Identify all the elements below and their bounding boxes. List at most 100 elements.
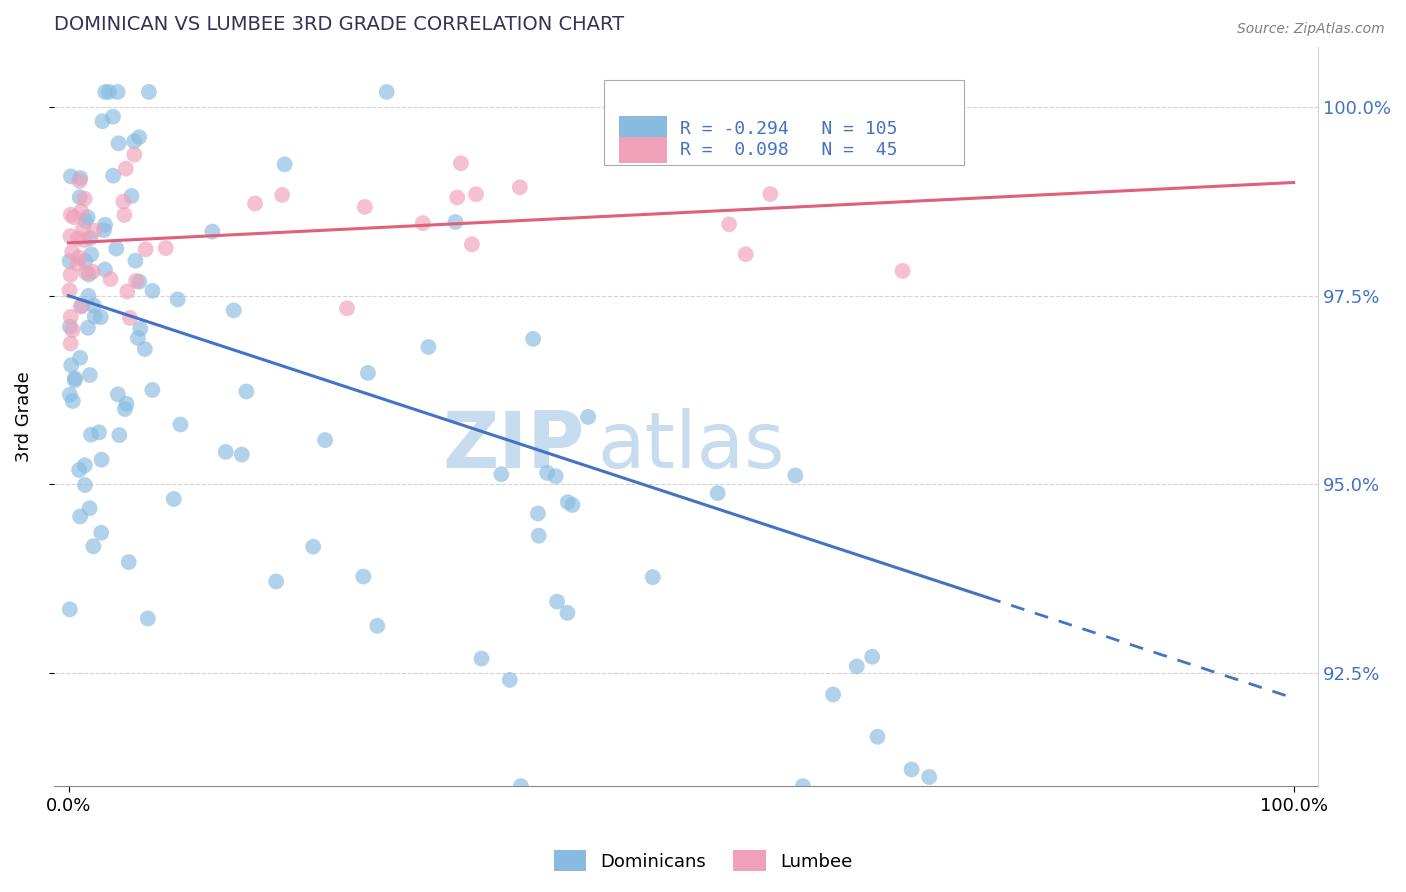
Point (59, 387, 82, 401)
Point (155, 241, 177, 255)
Point (918, 770, 941, 784)
Point (128, 275, 150, 289)
Point (73, 233, 96, 247)
Point (129, 321, 152, 335)
Point (121, 189, 143, 203)
Point (527, 529, 550, 543)
Point (900, 763, 922, 777)
Point (491, 467, 513, 482)
Point (357, 366, 380, 380)
Text: Source: ZipAtlas.com: Source: ZipAtlas.com (1237, 22, 1385, 37)
Point (222, 303, 245, 318)
Point (79, 231, 101, 245)
Point (80, 427, 103, 442)
Point (108, 428, 131, 442)
Point (59, 336, 82, 351)
Point (336, 301, 359, 316)
Point (69, 190, 91, 204)
Point (59, 208, 82, 222)
Point (891, 264, 914, 278)
Point (375, 85, 398, 99)
Text: R =  0.098   N =  45: R = 0.098 N = 45 (679, 141, 897, 159)
Point (79, 501, 101, 516)
Point (87, 425, 110, 440)
Point (97, 85, 120, 99)
Point (75, 214, 97, 228)
Point (70, 204, 93, 219)
Legend: Dominicans, Lumbee: Dominicans, Lumbee (547, 843, 859, 879)
Point (366, 619, 388, 633)
Point (112, 208, 135, 222)
Point (90, 525, 112, 540)
Point (557, 606, 579, 620)
Point (138, 85, 160, 99)
Point (94, 85, 117, 99)
Point (66, 231, 89, 245)
Point (860, 649, 883, 664)
Point (67, 463, 90, 477)
Point (100, 272, 122, 286)
Point (461, 237, 484, 252)
Point (273, 157, 295, 171)
Point (243, 196, 266, 211)
Point (69, 171, 91, 186)
Point (73, 458, 96, 473)
Point (73, 192, 96, 206)
Point (141, 284, 163, 298)
Point (115, 161, 138, 176)
Point (107, 387, 129, 401)
Point (169, 417, 191, 432)
Point (76, 211, 98, 225)
Point (59, 310, 82, 324)
Point (114, 402, 136, 417)
Point (59, 254, 82, 268)
Point (866, 730, 889, 744)
Point (718, 218, 741, 232)
Point (90, 310, 112, 324)
Point (63, 371, 86, 385)
Point (231, 448, 253, 462)
Point (546, 594, 568, 608)
Point (127, 331, 149, 345)
Point (509, 180, 531, 194)
Point (527, 507, 550, 521)
Point (82, 265, 104, 279)
Point (63, 373, 86, 387)
Point (82, 539, 104, 553)
Point (80, 247, 103, 261)
Point (352, 569, 374, 583)
Point (69, 174, 91, 188)
Point (706, 486, 728, 500)
Point (544, 469, 567, 483)
Point (107, 136, 129, 151)
Point (73, 478, 96, 492)
Point (235, 384, 257, 399)
Point (58, 284, 80, 298)
Text: DOMINICAN VS LUMBEE 3RD GRADE CORRELATION CHART: DOMINICAN VS LUMBEE 3RD GRADE CORRELATIO… (53, 15, 624, 34)
Point (75, 266, 97, 280)
Point (759, 187, 782, 202)
Point (122, 134, 145, 148)
Point (353, 200, 375, 214)
Point (77, 320, 100, 334)
Point (470, 651, 492, 665)
Point (125, 274, 148, 288)
Text: atlas: atlas (598, 408, 785, 484)
Point (115, 285, 138, 299)
Point (136, 611, 159, 625)
Point (62, 211, 84, 225)
Point (134, 342, 156, 356)
Point (59, 169, 82, 184)
Point (101, 169, 124, 183)
Point (444, 215, 467, 229)
FancyBboxPatch shape (619, 137, 666, 163)
Point (62, 323, 84, 337)
Point (465, 187, 488, 202)
Point (166, 293, 188, 307)
Point (70, 299, 93, 313)
Point (141, 383, 163, 397)
Point (118, 555, 141, 569)
Text: ZIP: ZIP (443, 408, 585, 484)
Point (77, 289, 100, 303)
Point (91, 114, 114, 128)
